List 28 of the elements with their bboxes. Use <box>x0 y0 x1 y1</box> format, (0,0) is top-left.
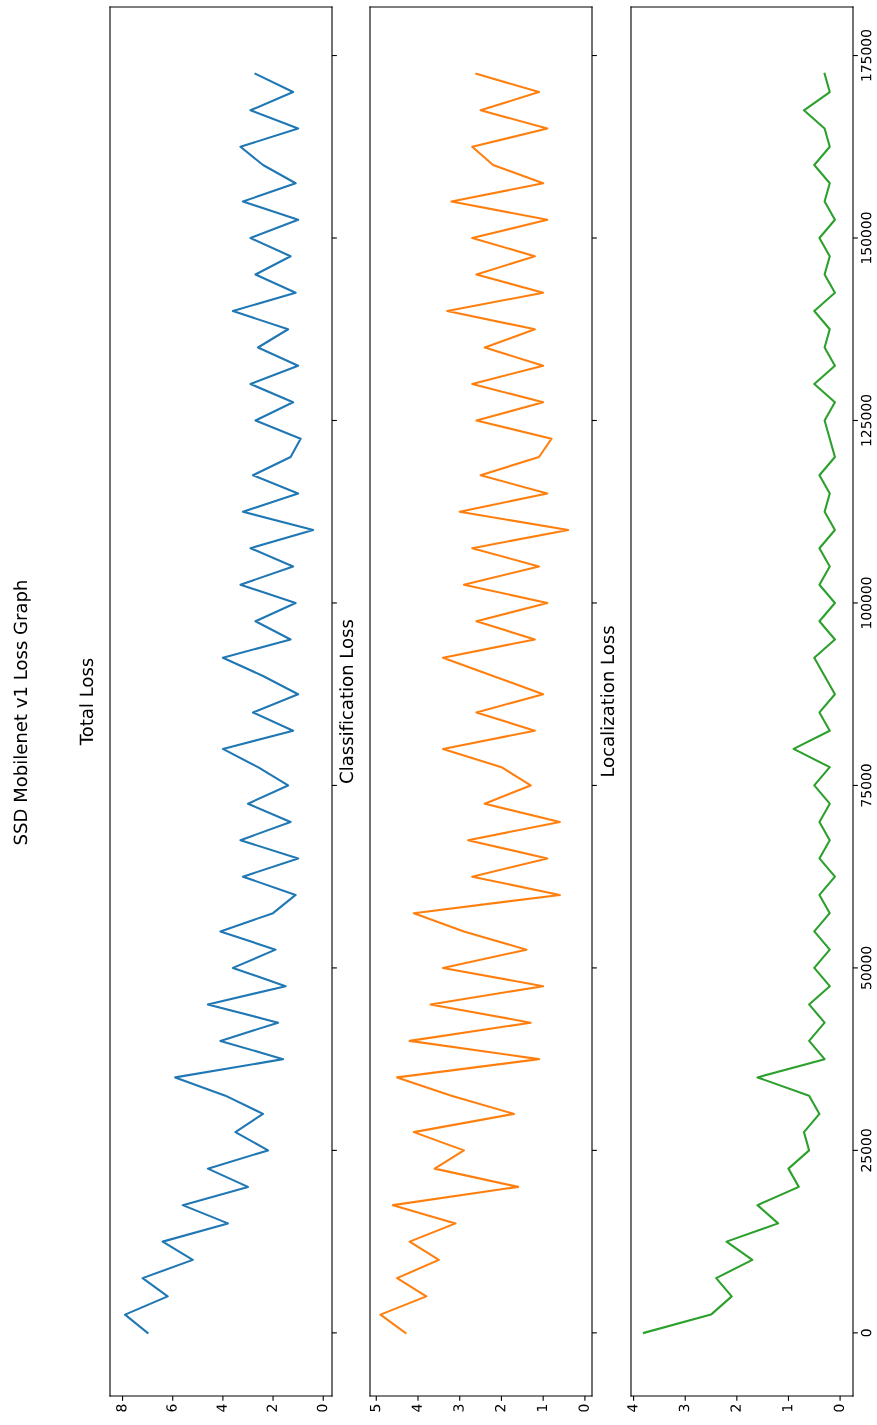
text: SSD Mobilenet v1 Loss Graph <box>13 581 31 845</box>
y-tick-label: 125000 <box>860 394 872 446</box>
x-tick-label: 2 <box>730 1405 741 1412</box>
x-tick-label: 1 <box>536 1404 548 1411</box>
x-tick-label: 2 <box>266 1405 277 1412</box>
x-tick-label: 0 <box>578 1404 589 1412</box>
x-tick-label: 4 <box>411 1404 422 1412</box>
x-tick-label: 6 <box>166 1404 177 1412</box>
x-tick-label: 2 <box>494 1405 506 1412</box>
text: Classification Loss <box>339 619 354 783</box>
text: Localization Loss <box>600 626 615 776</box>
y-tick-label: 25000 <box>860 1129 872 1172</box>
x-tick-label: 3 <box>453 1404 464 1412</box>
x-tick-label: 1 <box>782 1404 793 1411</box>
x-tick-label: 3 <box>678 1404 690 1412</box>
y-tick-label: 150000 <box>860 212 872 263</box>
y-tick-label: 75000 <box>860 764 872 807</box>
y-tick-label: 175000 <box>860 29 872 81</box>
x-tick-label: 8 <box>116 1404 127 1412</box>
y-tick-label: 0 <box>860 1329 872 1337</box>
x-tick-label: 0 <box>833 1404 845 1412</box>
x-tick-label: 4 <box>627 1404 638 1412</box>
y-tick-label: 50000 <box>860 946 872 989</box>
x-tick-label: 4 <box>216 1404 227 1412</box>
x-tick-label: 5 <box>369 1404 381 1412</box>
x-tick-label: 0 <box>316 1404 328 1412</box>
y-tick-label: 100000 <box>860 577 872 628</box>
text: Total Loss <box>79 658 94 746</box>
